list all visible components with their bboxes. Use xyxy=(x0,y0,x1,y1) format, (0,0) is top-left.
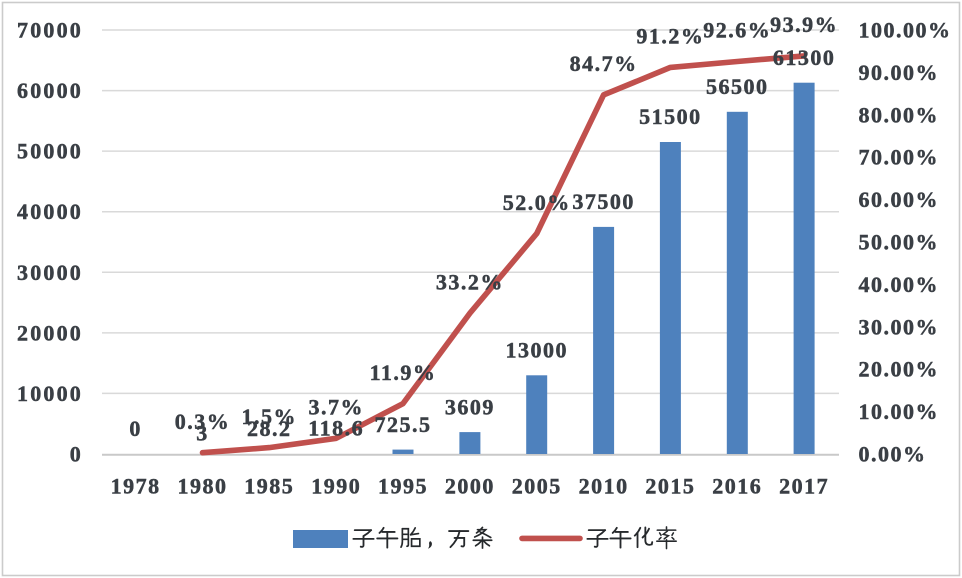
svg-text:725.5: 725.5 xyxy=(375,412,432,437)
svg-text:10000: 10000 xyxy=(17,381,83,406)
svg-text:11.9%: 11.9% xyxy=(370,360,437,385)
svg-text:2017: 2017 xyxy=(779,474,829,499)
svg-text:1985: 1985 xyxy=(244,474,294,499)
svg-text:80.00%: 80.00% xyxy=(859,102,940,127)
svg-text:100.00%: 100.00% xyxy=(859,18,952,43)
svg-text:50.00%: 50.00% xyxy=(859,230,940,255)
svg-text:3.7%: 3.7% xyxy=(308,395,364,420)
svg-text:28.2: 28.2 xyxy=(247,416,292,441)
svg-text:13000: 13000 xyxy=(505,338,568,363)
svg-text:2016: 2016 xyxy=(712,474,762,499)
svg-text:2010: 2010 xyxy=(579,474,629,499)
svg-text:60.00%: 60.00% xyxy=(859,187,940,212)
svg-text:20.00%: 20.00% xyxy=(859,357,940,382)
svg-text:20000: 20000 xyxy=(17,320,83,345)
svg-text:1.5%: 1.5% xyxy=(242,404,298,429)
svg-text:40.00%: 40.00% xyxy=(859,272,940,297)
svg-text:40000: 40000 xyxy=(17,199,83,224)
svg-text:51500: 51500 xyxy=(639,104,702,129)
svg-text:0: 0 xyxy=(129,416,142,441)
svg-text:2005: 2005 xyxy=(512,474,562,499)
svg-text:70000: 70000 xyxy=(17,18,83,43)
svg-text:3609: 3609 xyxy=(445,394,495,419)
svg-text:0: 0 xyxy=(70,442,83,467)
svg-text:61300: 61300 xyxy=(773,45,836,70)
svg-text:3: 3 xyxy=(196,421,209,446)
svg-text:56500: 56500 xyxy=(706,74,769,99)
svg-text:92.6%: 92.6% xyxy=(703,18,771,43)
svg-text:50000: 50000 xyxy=(17,139,83,164)
svg-text:2000: 2000 xyxy=(445,474,495,499)
svg-text:93.9%: 93.9% xyxy=(770,12,838,37)
svg-text:1978: 1978 xyxy=(111,474,161,499)
svg-text:0.00%: 0.00% xyxy=(859,442,927,467)
svg-text:37500: 37500 xyxy=(572,189,635,214)
svg-text:0.3%: 0.3% xyxy=(175,409,231,434)
svg-text:91.2%: 91.2% xyxy=(636,24,704,49)
svg-text:1995: 1995 xyxy=(378,474,428,499)
svg-text:118.6: 118.6 xyxy=(308,416,364,441)
svg-text:52.0%: 52.0% xyxy=(503,190,571,215)
svg-text:70.00%: 70.00% xyxy=(859,145,940,170)
svg-text:30000: 30000 xyxy=(17,260,83,285)
svg-text:84.7%: 84.7% xyxy=(570,51,638,76)
svg-text:30.00%: 30.00% xyxy=(859,314,940,339)
svg-text:2015: 2015 xyxy=(645,474,695,499)
svg-text:33.2%: 33.2% xyxy=(436,269,504,294)
svg-text:60000: 60000 xyxy=(17,78,83,103)
svg-text:90.00%: 90.00% xyxy=(859,60,940,85)
svg-text:10.00%: 10.00% xyxy=(859,399,940,424)
svg-text:1980: 1980 xyxy=(178,474,228,499)
svg-text:1990: 1990 xyxy=(311,474,361,499)
